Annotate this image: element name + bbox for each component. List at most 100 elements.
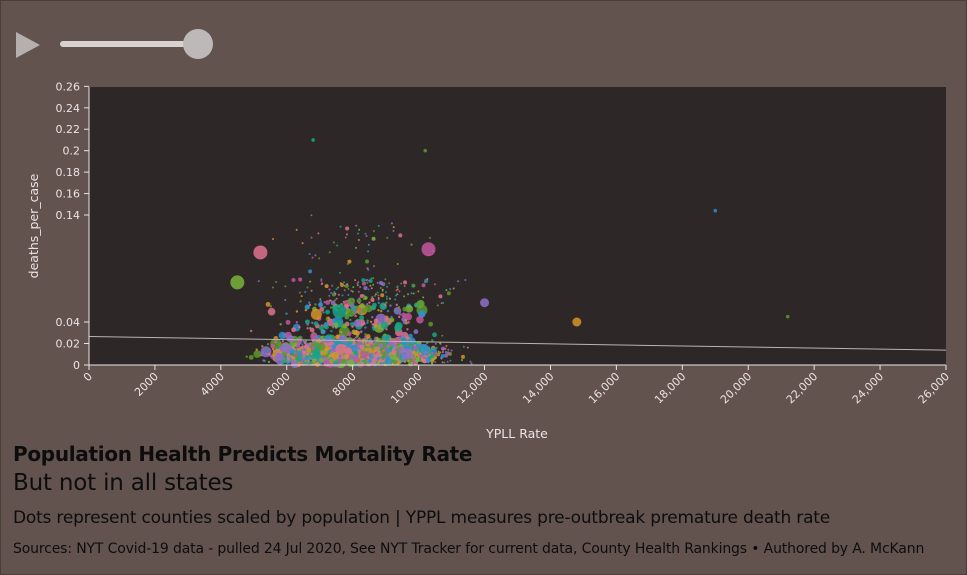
animation-controls: [12, 26, 222, 62]
county-dot: [248, 354, 254, 360]
county-dot: [403, 284, 406, 287]
county-dot: [364, 326, 367, 329]
county-dot: [344, 347, 353, 356]
county-dot: [331, 284, 334, 287]
county-dot: [310, 214, 313, 217]
county-dot: [381, 288, 384, 291]
county-dot: [367, 344, 370, 348]
chart-subtitle: But not in all states: [13, 470, 234, 496]
county-dot: [298, 291, 301, 294]
county-dot: [377, 294, 380, 297]
county-dot: [441, 351, 444, 354]
x-tick-label: 22,000: [784, 370, 820, 406]
county-dot: [342, 281, 345, 284]
county-dot: [449, 288, 452, 291]
county-dot: [442, 348, 445, 351]
county-dot: [314, 254, 317, 257]
county-dot: [365, 235, 368, 238]
county-dot: [438, 294, 443, 299]
county-dot: [308, 303, 312, 307]
county-dot: [354, 314, 357, 318]
county-dot: [330, 300, 336, 306]
county-dot: [305, 319, 310, 325]
county-dot: [361, 308, 367, 313]
county-dot: [416, 315, 424, 324]
county-dot: [277, 342, 282, 347]
county-dot: [284, 299, 287, 302]
county-dot: [245, 355, 248, 358]
county-dot: [339, 271, 342, 274]
county-dot: [344, 283, 349, 288]
county-dot-outlier: [230, 275, 245, 290]
county-dot: [380, 321, 389, 330]
county-dot: [356, 335, 359, 338]
county-dot: [279, 342, 291, 354]
county-dot: [461, 359, 464, 362]
county-dot: [347, 297, 355, 306]
county-dot: [421, 283, 426, 288]
county-dot: [366, 281, 369, 284]
county-dot: [285, 319, 291, 325]
scatter-chart: 0 2000 4000 6000 8000 10,000 12,000 14,000 16,00…: [26, 80, 952, 438]
county-dot: [360, 350, 368, 359]
time-slider-track[interactable]: [60, 41, 200, 47]
county-dot: [443, 361, 446, 364]
county-dot: [383, 357, 387, 360]
county-dot: [361, 278, 366, 283]
county-dot: [295, 228, 298, 231]
county-dot: [407, 321, 410, 324]
county-dot: [361, 317, 364, 320]
county-dot: [363, 295, 368, 300]
county-dot: [304, 359, 307, 363]
county-dot: [301, 346, 304, 350]
x-tick-label: 6000: [264, 370, 293, 399]
county-dot: [379, 354, 383, 357]
county-dot: [255, 348, 258, 351]
county-dot: [371, 236, 376, 241]
county-dot: [270, 343, 276, 349]
county-dot: [425, 358, 431, 364]
county-dot: [391, 350, 397, 355]
play-icon[interactable]: [14, 30, 42, 60]
county-dot: [436, 353, 439, 356]
county-dot: [364, 333, 367, 336]
county-dot: [385, 337, 391, 343]
county-dot: [432, 332, 437, 338]
county-dot: [405, 322, 408, 325]
county-dot: [402, 306, 408, 312]
x-axis-ticks: 0 2000 4000 6000 8000 10,000 12,000 14,000 16,00…: [81, 365, 952, 406]
county-dot: [306, 327, 309, 330]
county-dot: [364, 304, 373, 313]
county-dot: [470, 362, 473, 365]
y-tick-label: 0.2: [63, 145, 81, 158]
county-dot: [374, 294, 377, 297]
county-dot: [377, 224, 380, 227]
county-dot: [428, 321, 434, 327]
time-slider-thumb[interactable]: [183, 29, 213, 59]
county-dot: [372, 277, 375, 280]
county-dot: [318, 257, 321, 260]
county-dot: [352, 305, 355, 308]
county-dot: [271, 348, 275, 351]
county-dot: [341, 358, 347, 364]
county-dot: [431, 339, 434, 342]
county-dot: [385, 301, 388, 304]
county-dot: [413, 329, 419, 335]
county-dot: [412, 292, 415, 295]
county-dot: [430, 354, 433, 357]
county-dot: [329, 358, 334, 364]
county-dot: [311, 256, 314, 259]
county-dot: [352, 286, 355, 289]
county-dot: [299, 300, 302, 303]
county-dot: [312, 340, 315, 343]
county-dot: [398, 233, 403, 238]
county-dot: [359, 311, 362, 314]
county-dot: [347, 293, 350, 296]
county-dot: [310, 236, 313, 239]
county-dot: [413, 357, 417, 361]
county-dot: [267, 360, 271, 364]
county-dot: [338, 334, 347, 343]
county-dot: [403, 352, 406, 355]
chart-sources: Sources: NYT Covid-19 data - pulled 24 J…: [13, 541, 925, 557]
county-dot: [415, 355, 419, 358]
